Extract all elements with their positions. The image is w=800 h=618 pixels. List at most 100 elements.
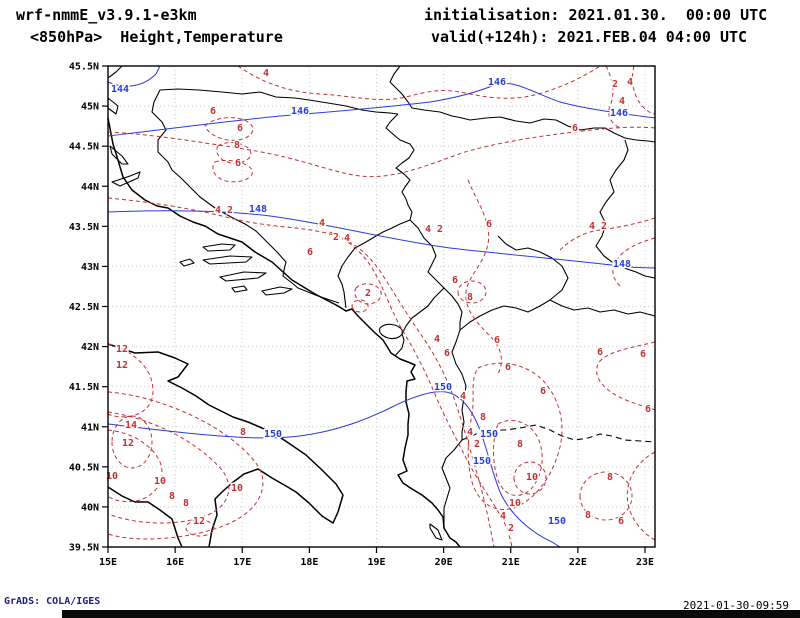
svg-text:4: 4 — [263, 68, 269, 79]
svg-text:150: 150 — [473, 456, 491, 467]
temperature-contours — [107, 65, 656, 548]
svg-text:12: 12 — [122, 438, 134, 449]
svg-text:4: 4 — [460, 391, 466, 402]
svg-text:150: 150 — [434, 382, 452, 393]
render-timestamp: 2021-01-30-09:59 — [683, 599, 789, 612]
svg-text:8: 8 — [480, 412, 486, 423]
svg-text:4: 4 — [589, 221, 595, 232]
svg-text:42.5N: 42.5N — [69, 302, 99, 313]
grads-stamp: GrADS: COLA/IGES — [4, 596, 101, 607]
svg-text:10: 10 — [509, 498, 521, 509]
svg-text:8: 8 — [607, 472, 613, 483]
svg-text:39.5N: 39.5N — [69, 543, 99, 554]
svg-text:10: 10 — [154, 476, 166, 487]
bottom-bar — [62, 610, 800, 618]
svg-text:6: 6 — [640, 349, 646, 360]
svg-text:15E: 15E — [99, 557, 117, 568]
svg-text:146: 146 — [291, 106, 309, 117]
svg-text:2: 2 — [333, 232, 339, 243]
svg-text:6: 6 — [486, 219, 492, 230]
svg-text:150: 150 — [480, 429, 498, 440]
svg-text:4: 4 — [500, 511, 506, 522]
svg-text:44.5N: 44.5N — [69, 142, 99, 153]
height-contours — [107, 65, 656, 548]
svg-text:6: 6 — [540, 386, 546, 397]
svg-text:43.5N: 43.5N — [69, 222, 99, 233]
svg-text:144: 144 — [111, 84, 129, 95]
temperature-contour-lines — [107, 65, 656, 548]
svg-text:18E: 18E — [300, 557, 318, 568]
svg-text:8: 8 — [234, 140, 240, 151]
svg-text:12: 12 — [116, 360, 128, 371]
svg-text:8: 8 — [240, 427, 246, 438]
svg-text:6: 6 — [494, 335, 500, 346]
axis-ticks — [102, 65, 646, 553]
svg-text:4: 4 — [434, 334, 440, 345]
height-contour-lines — [107, 65, 656, 548]
svg-text:22E: 22E — [569, 557, 587, 568]
borders-dashed — [461, 424, 656, 443]
svg-text:2: 2 — [227, 205, 233, 216]
coast-italy — [107, 343, 344, 548]
svg-text:41.5N: 41.5N — [69, 382, 99, 393]
svg-text:10: 10 — [231, 483, 243, 494]
svg-text:4: 4 — [619, 96, 625, 107]
svg-text:8: 8 — [585, 510, 591, 521]
svg-text:2: 2 — [612, 79, 618, 90]
svg-text:14: 14 — [125, 420, 137, 431]
field-title: <850hPa> Height,Temperature — [30, 28, 283, 46]
svg-text:6: 6 — [597, 347, 603, 358]
svg-text:6: 6 — [210, 106, 216, 117]
svg-text:6: 6 — [444, 348, 450, 359]
svg-text:2: 2 — [601, 221, 607, 232]
svg-text:8: 8 — [183, 498, 189, 509]
svg-text:8: 8 — [467, 292, 473, 303]
svg-text:6: 6 — [572, 123, 578, 134]
svg-text:43N: 43N — [81, 262, 99, 273]
svg-text:148: 148 — [613, 259, 631, 270]
svg-text:6: 6 — [645, 404, 651, 415]
svg-text:19E: 19E — [367, 557, 385, 568]
svg-text:6: 6 — [505, 362, 511, 373]
svg-text:150: 150 — [264, 429, 282, 440]
svg-text:12: 12 — [116, 344, 128, 355]
svg-text:4: 4 — [319, 218, 325, 229]
svg-text:2: 2 — [365, 288, 371, 299]
grid-lines — [107, 65, 655, 548]
country-borders — [107, 65, 656, 528]
svg-text:6: 6 — [618, 516, 624, 527]
svg-text:4: 4 — [467, 427, 473, 438]
svg-text:10: 10 — [526, 472, 538, 483]
svg-text:20E: 20E — [435, 557, 453, 568]
svg-text:2: 2 — [437, 224, 443, 235]
valid-time-label: valid(+124h): 2021.FEB.04 04:00 UTC — [431, 28, 748, 46]
lake-skadar — [378, 323, 403, 340]
svg-text:42N: 42N — [81, 342, 99, 353]
svg-text:8: 8 — [517, 439, 523, 450]
svg-text:21E: 21E — [502, 557, 520, 568]
svg-text:146: 146 — [610, 108, 628, 119]
svg-text:150: 150 — [548, 516, 566, 527]
svg-text:146: 146 — [488, 77, 506, 88]
svg-text:4: 4 — [425, 224, 431, 235]
svg-text:2: 2 — [474, 439, 480, 450]
svg-text:45N: 45N — [81, 102, 99, 113]
axis-labels: 15E 16E 17E 18E 19E 20E 21E 22E 23E 45.5N 45N 44.5N… — [69, 62, 654, 569]
svg-text:4: 4 — [627, 77, 633, 88]
model-title: wrf-nmmE_v3.9.1-e3km — [16, 6, 197, 24]
svg-text:23E: 23E — [636, 557, 654, 568]
svg-text:45.5N: 45.5N — [69, 62, 99, 73]
svg-text:2: 2 — [508, 523, 514, 534]
borders-solid — [107, 65, 656, 528]
svg-text:4: 4 — [344, 233, 350, 244]
temperature-contour-loops — [111, 117, 633, 537]
svg-text:6: 6 — [235, 158, 241, 169]
svg-text:6: 6 — [307, 247, 313, 258]
svg-text:6: 6 — [237, 123, 243, 134]
svg-text:17E: 17E — [233, 557, 251, 568]
svg-text:16E: 16E — [166, 557, 184, 568]
svg-text:148: 148 — [249, 204, 267, 215]
svg-text:41N: 41N — [81, 422, 99, 433]
